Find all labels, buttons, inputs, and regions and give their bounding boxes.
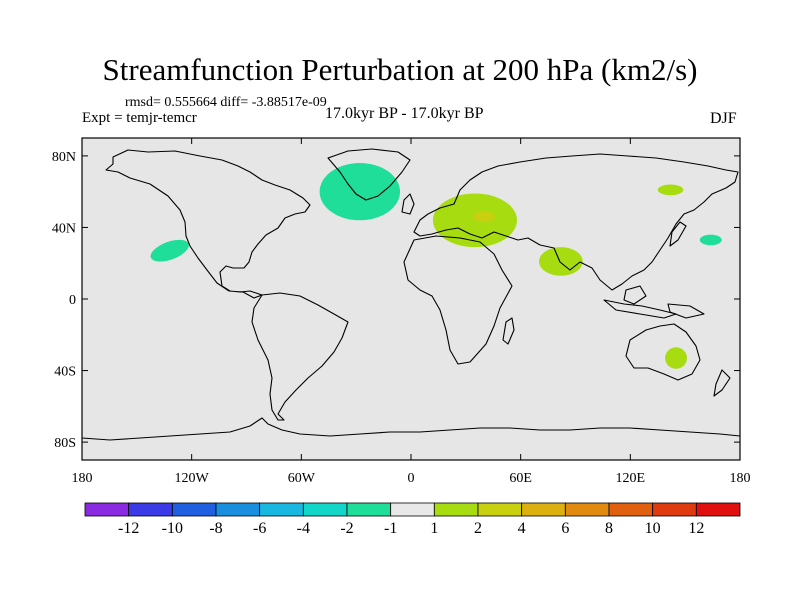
colorbar-swatch: [302, 502, 348, 517]
coastline-south-america: [251, 292, 349, 421]
colorbar-label: -10: [162, 520, 183, 537]
coastline-north-america: [105, 149, 311, 299]
colorbar-label: 8: [605, 520, 613, 537]
y-tick-label: 40N: [52, 221, 76, 236]
colorbar-swatch: [346, 502, 392, 517]
colorbar-label: 10: [645, 520, 661, 537]
coastline-new-zealand: [713, 369, 731, 397]
colorbar-swatch: [390, 502, 435, 517]
west-pacific-negative: [699, 234, 722, 246]
x-tick-label: 120E: [616, 471, 646, 486]
europe-positive: [432, 193, 518, 248]
colorbar-swatch: [433, 502, 479, 517]
colorbar-label: -2: [340, 520, 353, 537]
colorbar-label: 2: [474, 520, 482, 537]
coastline-new-guinea: [667, 303, 705, 319]
colorbar-label: 1: [430, 520, 438, 537]
colorbar-label: -1: [384, 520, 397, 537]
colorbar: -12 -10 -8 -6 -4 -2 -1 1 2 4 6 8 10 12: [84, 502, 741, 537]
map-background: [82, 138, 740, 460]
colorbar-swatch: [215, 502, 261, 517]
colorbar-label: -6: [253, 520, 266, 537]
colorbar-swatch: [171, 502, 217, 517]
colorbar-label: 12: [688, 520, 704, 537]
colorbar-swatch: [477, 502, 523, 517]
coastline-eurasia: [413, 153, 739, 291]
x-tick-label: 60E: [509, 471, 532, 486]
x-tick-label: 60W: [288, 471, 316, 486]
colorbar-label: -4: [297, 520, 310, 537]
europe-core-positive: [473, 211, 496, 223]
colorbar-swatch: [564, 502, 610, 517]
colorbar-label: -8: [209, 520, 222, 537]
coastline-madagascar: [502, 317, 515, 345]
north-atlantic-negative: [319, 163, 401, 221]
colorbar-label: -12: [118, 520, 139, 537]
colorbar-swatch: [84, 502, 130, 517]
axis-ticks: 80N 40N 0 40S 80S 180 120W 60W 0 60E 120E 180: [52, 138, 751, 486]
colorbar-swatch: [608, 502, 654, 517]
coastline-japan: [669, 221, 687, 247]
period-label: 17.0kyr BP - 17.0kyr BP: [325, 105, 484, 122]
colorbar-swatch: [695, 502, 741, 517]
coastline-borneo: [623, 285, 647, 305]
coastline-uk: [401, 193, 415, 215]
y-tick-label: 80S: [54, 436, 76, 451]
north-pacific-positive: [657, 184, 684, 196]
colorbar-swatch: [259, 502, 304, 517]
coastline-australia: [625, 323, 701, 381]
season-label: DJF: [710, 110, 737, 127]
x-tick-label: 0: [408, 471, 415, 486]
colorbar-swatch: [521, 502, 566, 517]
x-tick-label: 180: [730, 471, 751, 486]
colorbar-swatch: [652, 502, 697, 517]
coastline-greenland: [327, 148, 411, 201]
colorbar-swatch: [128, 502, 173, 517]
y-tick-label: 40S: [54, 365, 76, 380]
rmsd-diff-label: rmsd= 0.555664 diff= -3.88517e-09: [125, 95, 327, 110]
coastlines: [82, 148, 740, 441]
colorbar-label: 4: [518, 520, 526, 537]
colorbar-label: 6: [561, 520, 569, 537]
plot-title: Streamfunction Perturbation at 200 hPa (…: [102, 52, 698, 87]
coastline-africa: [403, 235, 513, 365]
x-tick-label: 180: [72, 471, 93, 486]
x-tick-label: 120W: [175, 471, 210, 486]
south-asia-positive: [538, 247, 583, 276]
y-tick-label: 0: [69, 293, 76, 308]
east-pacific-negative: [150, 239, 189, 262]
coastline-antarctica: [82, 417, 740, 441]
australia-positive: [665, 347, 687, 369]
y-tick-label: 80N: [52, 150, 76, 165]
experiment-label: Expt = temjr-temcr: [82, 110, 197, 126]
